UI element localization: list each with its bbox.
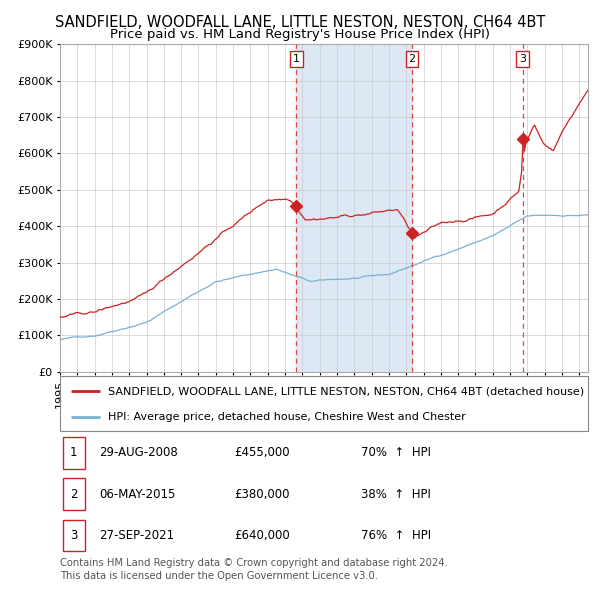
Text: 27-SEP-2021: 27-SEP-2021: [100, 529, 175, 542]
Text: 3: 3: [519, 54, 526, 64]
Text: SANDFIELD, WOODFALL LANE, LITTLE NESTON, NESTON, CH64 4BT: SANDFIELD, WOODFALL LANE, LITTLE NESTON,…: [55, 15, 545, 30]
Text: 2: 2: [70, 487, 77, 501]
Text: £455,000: £455,000: [234, 446, 290, 460]
Text: HPI: Average price, detached house, Cheshire West and Chester: HPI: Average price, detached house, Ches…: [107, 412, 465, 422]
Text: Price paid vs. HM Land Registry's House Price Index (HPI): Price paid vs. HM Land Registry's House …: [110, 28, 490, 41]
Text: Contains HM Land Registry data © Crown copyright and database right 2024.: Contains HM Land Registry data © Crown c…: [60, 558, 448, 568]
Bar: [62, 520, 85, 551]
Bar: [62, 478, 85, 510]
Bar: [296, 44, 412, 372]
Text: 38%  ↑  HPI: 38% ↑ HPI: [361, 487, 431, 501]
Text: 76%  ↑  HPI: 76% ↑ HPI: [361, 529, 431, 542]
Text: 2: 2: [409, 54, 416, 64]
Text: £380,000: £380,000: [234, 487, 290, 501]
Text: £640,000: £640,000: [234, 529, 290, 542]
Text: SANDFIELD, WOODFALL LANE, LITTLE NESTON, NESTON, CH64 4BT (detached house): SANDFIELD, WOODFALL LANE, LITTLE NESTON,…: [107, 386, 584, 396]
Text: 06-MAY-2015: 06-MAY-2015: [100, 487, 176, 501]
Text: 29-AUG-2008: 29-AUG-2008: [100, 446, 178, 460]
Text: This data is licensed under the Open Government Licence v3.0.: This data is licensed under the Open Gov…: [60, 571, 378, 581]
Text: 1: 1: [70, 446, 77, 460]
Text: 70%  ↑  HPI: 70% ↑ HPI: [361, 446, 431, 460]
Bar: [62, 437, 85, 468]
Text: 3: 3: [70, 529, 77, 542]
Text: 1: 1: [293, 54, 300, 64]
